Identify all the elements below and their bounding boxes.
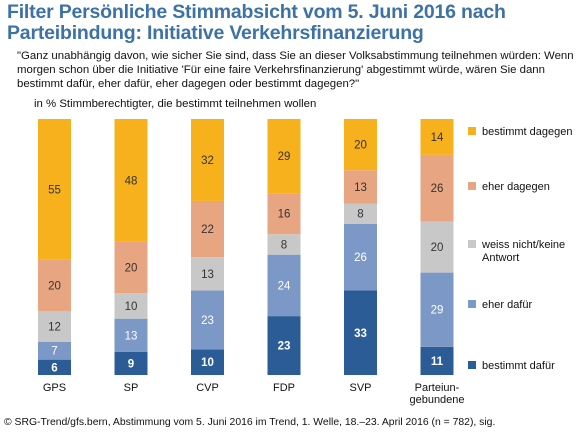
data-label: 7 xyxy=(51,346,57,358)
bar-segment-svp-eher-dafür xyxy=(344,223,377,291)
legend-label: eher dagegen xyxy=(482,181,550,193)
bar-segment-cvp-bestimmt-dafür xyxy=(191,349,224,375)
legend-swatch-weiss-nicht-keine-antwort xyxy=(468,240,476,248)
data-label: 48 xyxy=(125,175,138,187)
bar-segment-svp-bestimmt-dafür xyxy=(344,290,377,375)
bar-segment-parteiun-gebundene-bestimmt-dafür xyxy=(420,346,454,375)
legend-label: bestimmt dafür xyxy=(482,360,555,372)
bar-segment-cvp-bestimmt-dagegen xyxy=(191,119,224,201)
bar-segment-parteiun-gebundene-eher-dafür xyxy=(420,272,454,347)
data-label: 26 xyxy=(354,252,367,264)
data-label: 23 xyxy=(201,315,214,327)
bar-segment-fdp-bestimmt-dafür xyxy=(267,316,301,375)
legend-swatch-eher-dagegen xyxy=(468,182,476,190)
bar-segment-fdp-eher-dagegen xyxy=(267,193,301,235)
data-label: 12 xyxy=(48,321,61,333)
data-label: 33 xyxy=(354,328,367,340)
data-label: 20 xyxy=(125,262,138,274)
bar-segment-sp-eher-dafür xyxy=(114,318,148,352)
data-label: 22 xyxy=(201,224,214,236)
bar-segment-parteiun-gebundene-bestimmt-dagegen xyxy=(420,119,454,155)
bar-segment-fdp-bestimmt-dagegen xyxy=(267,119,301,194)
bar-segment-gps-bestimmt-dafür xyxy=(38,359,71,375)
bar-segment-gps-bestimmt-dagegen xyxy=(38,119,71,260)
data-label: 10 xyxy=(201,357,214,369)
legend-label: Antwort xyxy=(482,252,519,264)
data-label: 20 xyxy=(354,140,367,152)
data-label: 55 xyxy=(48,184,61,196)
data-label: 29 xyxy=(431,305,444,317)
data-label: 20 xyxy=(431,242,444,254)
survey-question: "Ganz unabhängig davon, wie sicher Sie s… xyxy=(17,50,574,90)
bar-segment-sp-bestimmt-dafür xyxy=(114,351,148,375)
legend-swatch-bestimmt-dagegen xyxy=(468,127,476,135)
legend-swatch-eher-dafür xyxy=(468,300,476,308)
data-label: 13 xyxy=(201,269,214,281)
legend-label: eher dafür xyxy=(482,299,532,311)
bar-segment-sp-eher-dagegen xyxy=(114,241,148,294)
data-label: 16 xyxy=(278,209,291,221)
category-label: SVP xyxy=(349,382,371,394)
bar-segment-fdp-weiss-nicht-keine-antwort xyxy=(267,234,301,255)
bar-segment-svp-bestimmt-dagegen xyxy=(344,119,377,171)
data-label: 23 xyxy=(278,341,291,353)
category-label: FDP xyxy=(273,382,295,394)
data-label: 9 xyxy=(128,358,134,370)
data-label: 29 xyxy=(278,151,291,163)
chart-title: Filter Persönliche Stimmabsicht vom 5. J… xyxy=(7,1,506,44)
category-label: Parteiun- xyxy=(415,382,460,394)
data-label: 24 xyxy=(278,280,291,292)
data-label: 6 xyxy=(51,362,57,374)
bar-segment-gps-eher-dafür xyxy=(38,341,71,360)
bar-segment-parteiun-gebundene-eher-dagegen xyxy=(420,154,454,222)
bar-segment-cvp-eher-dagegen xyxy=(191,200,224,258)
data-label: 32 xyxy=(201,155,214,167)
data-label: 13 xyxy=(354,182,367,194)
bar-segment-parteiun-gebundene-weiss-nicht-keine-antwort xyxy=(420,221,454,273)
data-label: 26 xyxy=(431,183,444,195)
bar-segment-gps-weiss-nicht-keine-antwort xyxy=(38,311,71,342)
data-label: 20 xyxy=(48,280,61,292)
bar-segment-gps-eher-dagegen xyxy=(38,259,71,311)
bar-segment-cvp-eher-dafür xyxy=(191,290,224,350)
bar-segment-cvp-weiss-nicht-keine-antwort xyxy=(191,257,224,291)
legend-label: weiss nicht/keine xyxy=(481,239,565,251)
data-label: 8 xyxy=(281,239,287,251)
data-label: 11 xyxy=(431,356,444,368)
bar-segment-fdp-eher-dafür xyxy=(267,254,301,317)
category-label: GPS xyxy=(43,382,66,394)
bar-segment-svp-weiss-nicht-keine-antwort xyxy=(344,203,377,224)
data-label: 10 xyxy=(125,301,138,313)
bar-segment-sp-bestimmt-dagegen xyxy=(114,119,148,242)
legend-label: bestimmt dagegen xyxy=(482,126,573,138)
bar-segment-svp-eher-dagegen xyxy=(344,170,377,204)
bar-segment-sp-weiss-nicht-keine-antwort xyxy=(114,293,148,319)
category-label: SP xyxy=(124,382,139,394)
data-label: 8 xyxy=(357,209,363,221)
data-label: 14 xyxy=(431,132,444,144)
category-label: gebundene xyxy=(409,394,464,406)
source-footer: © SRG-Trend/gfs.bern, Abstimmung vom 5. … xyxy=(4,417,496,428)
data-label: 13 xyxy=(125,330,138,342)
category-label: CVP xyxy=(196,382,219,394)
chart-subtitle: in % Stimmberechtigter, die bestimmt tei… xyxy=(34,98,317,110)
legend-swatch-bestimmt-dafür xyxy=(468,361,476,369)
